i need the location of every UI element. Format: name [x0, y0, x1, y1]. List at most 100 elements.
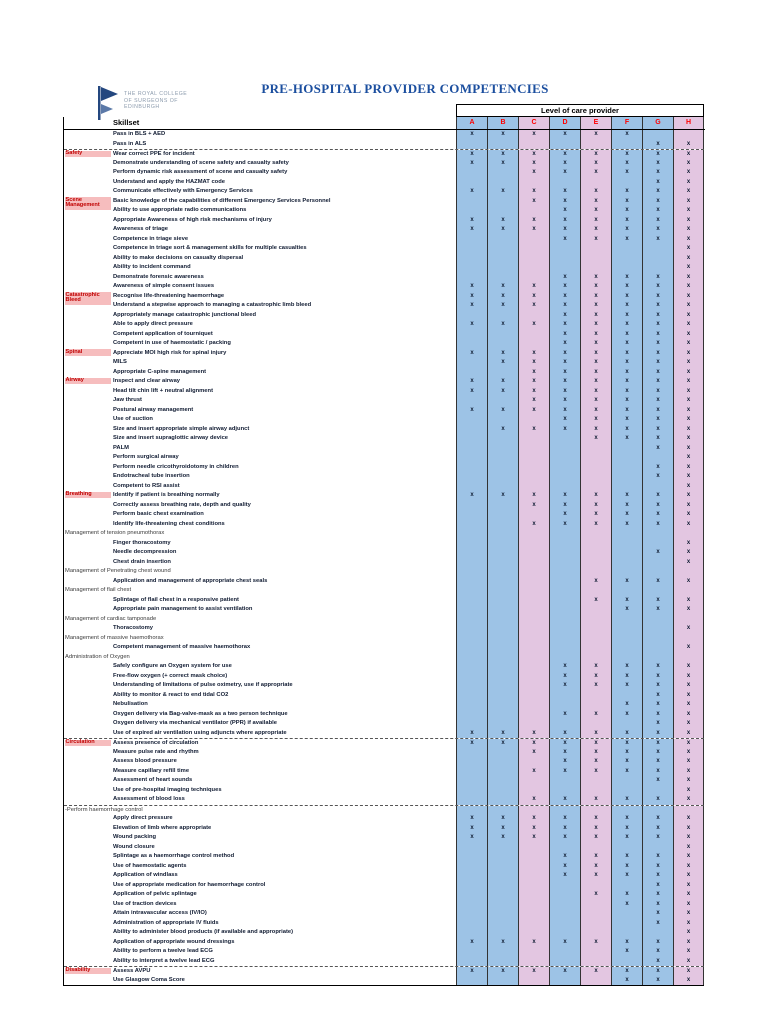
competency-cell-G — [642, 586, 673, 596]
skill-row: Size and insert appropriate simple airwa… — [64, 424, 704, 435]
competency-cell-B: x — [487, 187, 518, 197]
competency-cell-G — [642, 130, 673, 140]
competency-cell-G: x — [642, 975, 673, 985]
competency-cell-F — [611, 538, 642, 548]
competency-cell-C — [518, 206, 549, 216]
skill-row: Measure pulse rate and rhythm x x x x x x — [64, 747, 704, 757]
competency-cell-D: x — [549, 225, 580, 235]
competency-cell-G: x — [642, 196, 673, 206]
competency-cell-A — [456, 234, 487, 244]
competency-cell-C: x — [518, 225, 549, 235]
competency-cell-A — [456, 975, 487, 985]
competency-cell-F — [611, 548, 642, 558]
competency-cell-D — [549, 139, 580, 149]
skill-row: Finger thoracostomy x — [64, 538, 704, 549]
competency-cell-D: x — [549, 168, 580, 178]
skill-row: Use of suction x x x x x — [64, 415, 704, 425]
competency-cell-F: x — [611, 234, 642, 244]
competency-cell-B — [487, 719, 518, 729]
competency-cell-B — [487, 510, 518, 520]
skill-row: Competent in use of haemostatic / packin… — [64, 339, 704, 349]
skill-row: Application of pelvic splintage x x x x — [64, 890, 704, 900]
competency-cell-H: x — [673, 823, 704, 833]
competency-cell-H: x — [673, 272, 704, 282]
competency-cell-C — [518, 434, 549, 444]
competency-cell-B — [487, 595, 518, 605]
category-cell — [64, 862, 112, 872]
competency-cell-E: x — [580, 329, 611, 339]
subsection-label: Management of Penetrating chest wound — [65, 568, 171, 574]
competency-cell-E — [580, 643, 611, 653]
competency-cell-H: x — [673, 662, 704, 672]
competency-cell-C — [518, 605, 549, 615]
skill-label: Endotracheal tube insertion — [113, 473, 190, 479]
skill-row: Scene Management Basic knowledge of the c… — [64, 196, 704, 210]
competency-cell-D — [549, 576, 580, 586]
skill-label: Needle decompression — [113, 549, 177, 555]
column-letter-H: H — [673, 117, 704, 129]
competency-cell-A: x — [456, 739, 487, 749]
competency-cell-H: x — [673, 215, 704, 225]
competency-cell-F: x — [611, 510, 642, 520]
competency-cell-E: x — [580, 187, 611, 197]
skill-row: Chest drain insertion x — [64, 557, 704, 567]
competency-cell-F: x — [611, 500, 642, 510]
competency-cell-E — [580, 785, 611, 795]
competency-cell-C: x — [518, 739, 549, 749]
competency-cell-D: x — [549, 519, 580, 529]
competency-cell-D: x — [549, 757, 580, 767]
competency-cell-G: x — [642, 443, 673, 453]
competency-cell-F: x — [611, 396, 642, 406]
subsection-row: -Perform haemorrhage control — [64, 804, 704, 815]
category-cell — [64, 472, 112, 482]
skill-label: Chest drain insertion — [113, 558, 171, 565]
category-cell — [64, 843, 112, 853]
competency-cell-F — [611, 253, 642, 263]
competency-cell-A — [456, 747, 487, 757]
skill-label: Perform needle cricothyroidotomy in chil… — [113, 463, 239, 470]
competency-cell-G — [642, 538, 673, 548]
skill-row: Ability to administer blood products (if… — [64, 928, 704, 938]
competency-cell-B — [487, 909, 518, 919]
competency-cell-G: x — [642, 320, 673, 330]
competency-cell-E: x — [580, 415, 611, 425]
competency-cell-B: x — [487, 491, 518, 501]
competency-cell-G: x — [642, 899, 673, 909]
skill-label: Perform dynamic risk assessment of scene… — [113, 169, 288, 175]
competency-cell-C — [518, 633, 549, 643]
skill-label: Appropriately manage catastrophic juncti… — [113, 311, 257, 318]
skill-label: PALM — [113, 444, 129, 451]
competency-cell-C — [518, 329, 549, 339]
competency-cell-F: x — [611, 215, 642, 225]
competency-cell-B — [487, 472, 518, 482]
competency-cell-D — [549, 975, 580, 985]
competency-cell-H: x — [673, 320, 704, 330]
competency-cell-G: x — [642, 386, 673, 396]
competency-cell-F — [611, 880, 642, 890]
competency-cell-E: x — [580, 377, 611, 387]
competency-cell-D — [549, 263, 580, 273]
competency-cell-E — [580, 918, 611, 928]
competency-cell-B: x — [487, 967, 518, 977]
competency-cell-H: x — [673, 899, 704, 909]
competency-cell-B — [487, 206, 518, 216]
competency-cell-A: x — [456, 282, 487, 292]
competency-cell-C — [518, 709, 549, 719]
competency-cell-A — [456, 719, 487, 729]
skill-label: Competent to RSI assist — [113, 482, 180, 489]
category-cell: Disability — [64, 967, 112, 977]
competency-cell-D: x — [549, 424, 580, 434]
competency-cell-G: x — [642, 377, 673, 387]
competency-cell-G: x — [642, 519, 673, 529]
subsection-label: -Perform haemorrhage control — [65, 806, 143, 813]
category-cell — [64, 425, 112, 435]
category-cell — [64, 776, 112, 786]
competency-cell-H: x — [673, 909, 704, 919]
category-cell — [64, 539, 112, 549]
competency-cell-F: x — [611, 348, 642, 358]
category-cell — [64, 396, 112, 406]
rcsed-logo-text: THE ROYAL COLLEGE OF SURGEONS OF EDINBUR… — [124, 85, 187, 111]
competency-cell-D — [549, 719, 580, 729]
skill-row: Catastrophic Bleed Recognise life-threate… — [64, 291, 704, 305]
skill-row: Competent management of massive haemotho… — [64, 643, 704, 653]
